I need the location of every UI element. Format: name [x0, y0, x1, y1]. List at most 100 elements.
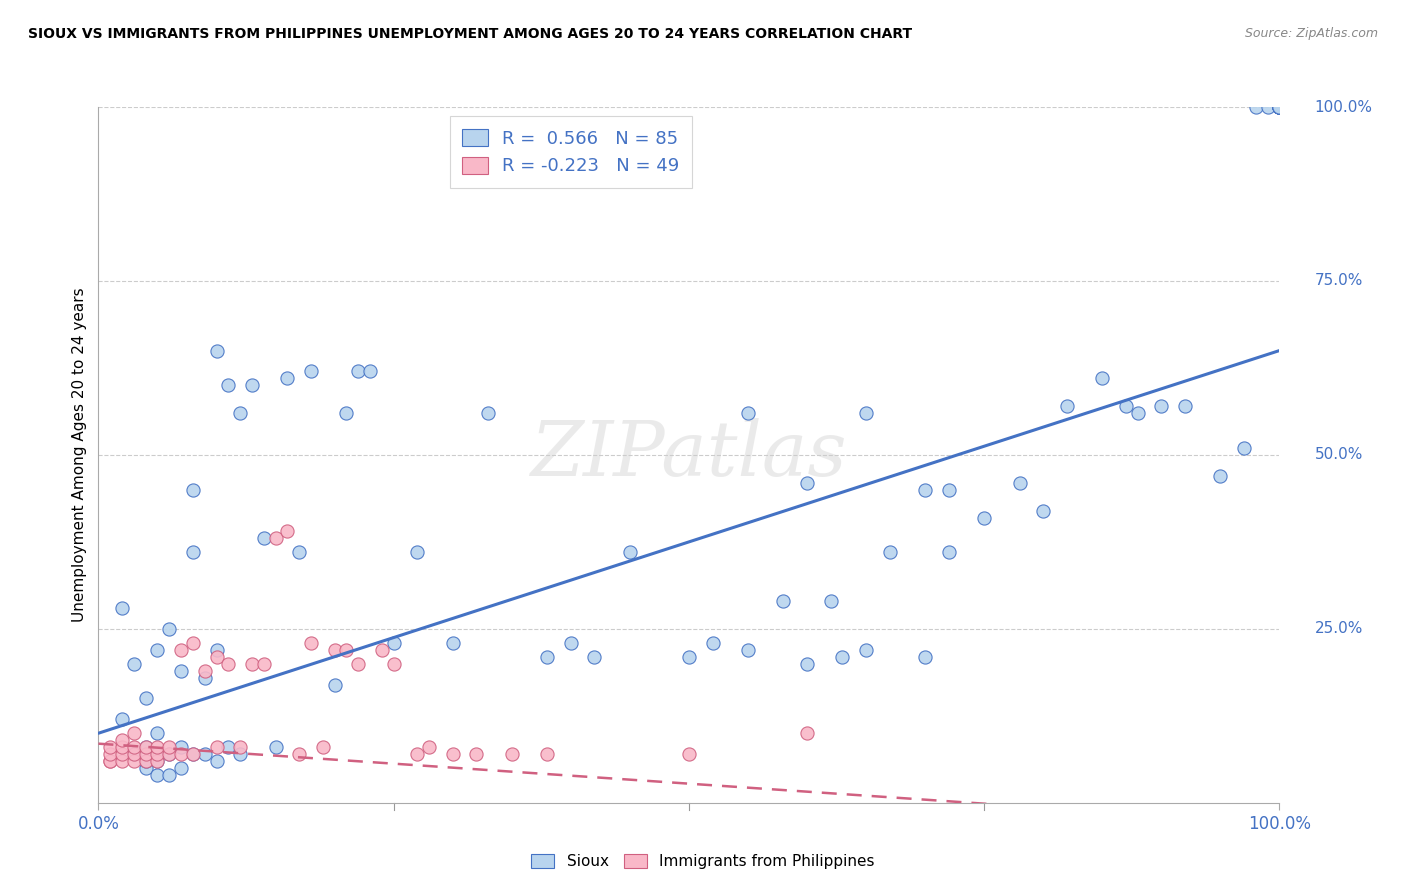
Point: [146, 747, 169, 761]
Point: [560, 636, 582, 650]
Point: [1209, 468, 1232, 483]
Point: [583, 649, 606, 664]
Point: [111, 733, 134, 747]
Point: [217, 378, 239, 392]
Point: [347, 657, 370, 671]
Point: [181, 636, 204, 650]
Point: [111, 601, 134, 615]
Point: [796, 475, 818, 490]
Point: [264, 532, 287, 546]
Point: [194, 671, 217, 685]
Point: [1174, 399, 1197, 413]
Point: [406, 747, 429, 761]
Point: [170, 740, 193, 755]
Point: [1091, 371, 1114, 385]
Point: [146, 754, 169, 768]
Point: [737, 642, 759, 657]
Point: [347, 364, 370, 378]
Text: SIOUX VS IMMIGRANTS FROM PHILIPPINES UNEMPLOYMENT AMONG AGES 20 TO 24 YEARS CORR: SIOUX VS IMMIGRANTS FROM PHILIPPINES UNE…: [28, 27, 912, 41]
Point: [1268, 100, 1291, 114]
Point: [217, 740, 239, 755]
Point: [299, 364, 322, 378]
Point: [194, 664, 217, 678]
Text: 75.0%: 75.0%: [1315, 274, 1362, 288]
Point: [1056, 399, 1078, 413]
Point: [382, 636, 405, 650]
Point: [170, 642, 193, 657]
Point: [205, 642, 228, 657]
Point: [335, 406, 357, 420]
Point: [98, 754, 121, 768]
Text: ZIPatlas: ZIPatlas: [530, 418, 848, 491]
Point: [111, 747, 134, 761]
Point: [477, 406, 499, 420]
Point: [98, 754, 121, 768]
Point: [111, 754, 134, 768]
Point: [938, 483, 960, 497]
Point: [973, 510, 995, 524]
Point: [229, 740, 252, 755]
Y-axis label: Unemployment Among Ages 20 to 24 years: Unemployment Among Ages 20 to 24 years: [72, 287, 87, 623]
Point: [146, 754, 169, 768]
Text: 50.0%: 50.0%: [1315, 448, 1362, 462]
Point: [536, 747, 558, 761]
Point: [619, 545, 641, 559]
Point: [1032, 503, 1054, 517]
Point: [820, 594, 842, 608]
Point: [135, 740, 157, 755]
Point: [157, 747, 180, 761]
Point: [135, 740, 157, 755]
Point: [288, 747, 311, 761]
Point: [1150, 399, 1173, 413]
Point: [146, 740, 169, 755]
Point: [737, 406, 759, 420]
Point: [831, 649, 853, 664]
Point: [796, 657, 818, 671]
Point: [205, 649, 228, 664]
Point: [441, 747, 464, 761]
Point: [855, 406, 877, 420]
Point: [441, 636, 464, 650]
Point: [181, 545, 204, 559]
Point: [1268, 100, 1291, 114]
Point: [1244, 100, 1267, 114]
Point: [1126, 406, 1149, 420]
Point: [122, 657, 145, 671]
Point: [205, 754, 228, 768]
Point: [1268, 100, 1291, 114]
Point: [170, 664, 193, 678]
Point: [194, 747, 217, 761]
Point: [135, 747, 157, 761]
Text: 25.0%: 25.0%: [1315, 622, 1362, 636]
Point: [146, 726, 169, 740]
Point: [678, 747, 700, 761]
Point: [418, 740, 440, 755]
Point: [135, 754, 157, 768]
Point: [122, 747, 145, 761]
Point: [879, 545, 901, 559]
Point: [501, 747, 523, 761]
Point: [406, 545, 429, 559]
Point: [135, 691, 157, 706]
Point: [181, 747, 204, 761]
Point: [276, 371, 298, 385]
Point: [678, 649, 700, 664]
Point: [253, 657, 276, 671]
Point: [122, 754, 145, 768]
Point: [122, 747, 145, 761]
Point: [205, 740, 228, 755]
Point: [371, 642, 394, 657]
Point: [98, 747, 121, 761]
Point: [1268, 100, 1291, 114]
Point: [323, 642, 346, 657]
Text: 100.0%: 100.0%: [1315, 100, 1372, 114]
Point: [181, 747, 204, 761]
Point: [359, 364, 381, 378]
Point: [288, 545, 311, 559]
Point: [465, 747, 488, 761]
Legend: Sioux, Immigrants from Philippines: Sioux, Immigrants from Philippines: [526, 848, 880, 875]
Point: [181, 483, 204, 497]
Point: [98, 740, 121, 755]
Point: [146, 768, 169, 782]
Point: [253, 532, 276, 546]
